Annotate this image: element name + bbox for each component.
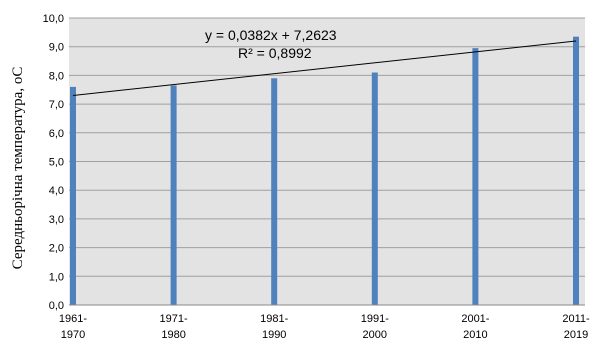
y-tick-label: 2,0 <box>49 243 64 255</box>
trend-r2: R² = 0,8992 <box>238 45 312 61</box>
bars <box>70 36 579 306</box>
gridlines <box>69 17 585 277</box>
y-tick-label: 1,0 <box>49 271 64 283</box>
y-tick-label: 8,0 <box>49 70 64 82</box>
trend-equation: y = 0,0382x + 7,2623 <box>205 27 337 43</box>
y-tick-label: 5,0 <box>49 157 64 169</box>
x-tick-label: 1991-2000 <box>361 313 389 341</box>
x-tick-label: 2001-2010 <box>461 313 489 341</box>
y-tick-label: 9,0 <box>49 42 64 54</box>
y-tick-label: 4,0 <box>49 185 64 197</box>
bar <box>371 72 378 305</box>
y-tick-label: 10,0 <box>43 13 64 25</box>
x-tick-label: 1971-1980 <box>160 313 188 341</box>
y-tick-label: 7,0 <box>49 99 64 111</box>
bar <box>70 86 76 305</box>
trendline <box>72 40 577 96</box>
y-axis-label: Середньорічна температура, оС <box>10 67 26 270</box>
x-tick-label: 1981-1990 <box>260 313 288 341</box>
bar <box>472 48 479 305</box>
y-axis-ticks: 0,0 1,0 2,0 3,0 4,0 5,0 6,0 7,0 8,0 9,0 10,0 <box>43 13 64 312</box>
bar <box>573 36 579 305</box>
bar <box>170 85 177 305</box>
bar <box>271 78 278 306</box>
y-tick-label: 3,0 <box>49 214 64 226</box>
y-tick-label: 0,0 <box>49 300 64 312</box>
x-tick-label: 2011-2019 <box>562 313 590 341</box>
y-tick-label: 6,0 <box>49 128 64 140</box>
x-axis-ticks: 1961-1970 1971-1980 1981-1990 1991-2000 2001… <box>59 313 590 341</box>
x-tick-label: 1961-1970 <box>59 313 87 341</box>
